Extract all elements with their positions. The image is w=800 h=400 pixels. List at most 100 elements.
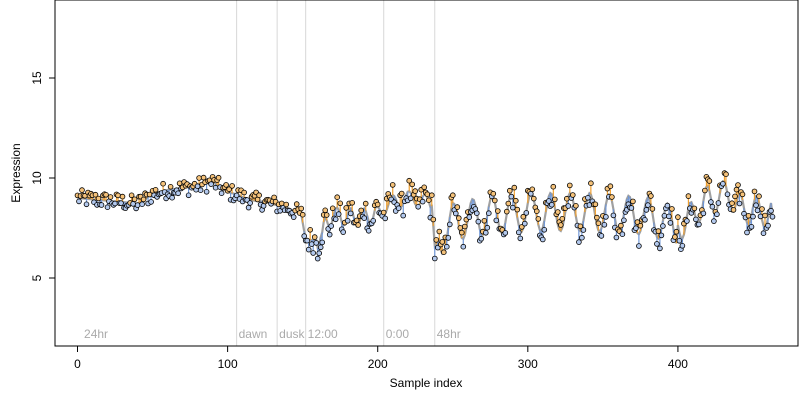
data-point-156 bbox=[308, 241, 315, 247]
annotation-label-5: 48hr bbox=[437, 327, 461, 341]
data-point-332 bbox=[573, 203, 579, 209]
data-point-221 bbox=[406, 177, 413, 184]
data-point-103 bbox=[229, 183, 235, 189]
data-point-327 bbox=[565, 203, 572, 209]
data-point-307 bbox=[535, 216, 542, 222]
data-point-37 bbox=[130, 201, 136, 207]
data-point-292 bbox=[512, 197, 519, 204]
data-point-328 bbox=[566, 182, 573, 189]
data-point-67 bbox=[175, 190, 181, 197]
data-point-289 bbox=[508, 193, 515, 200]
data-point-399 bbox=[673, 228, 680, 235]
data-point-191 bbox=[361, 215, 368, 221]
data-point-241 bbox=[436, 228, 443, 235]
data-point-162 bbox=[317, 244, 324, 251]
data-point-458 bbox=[762, 212, 768, 219]
data-point-400 bbox=[675, 214, 681, 220]
data-point-62 bbox=[167, 184, 174, 190]
data-point-153 bbox=[304, 237, 311, 244]
data-point-246 bbox=[443, 243, 450, 250]
x-tick-label-3: 300 bbox=[518, 357, 538, 371]
data-point-424 bbox=[711, 218, 717, 224]
data-point-121 bbox=[256, 192, 262, 199]
data-point-320 bbox=[554, 209, 561, 215]
data-point-274 bbox=[485, 210, 492, 217]
data-point-180 bbox=[344, 218, 351, 224]
data-point-310 bbox=[539, 236, 546, 243]
data-point-92 bbox=[212, 184, 219, 191]
data-point-352 bbox=[603, 214, 609, 220]
data-point-159 bbox=[313, 240, 320, 246]
annotation-vlines bbox=[236, 0, 436, 346]
x-tick-label-1: 100 bbox=[218, 357, 238, 371]
data-point-29 bbox=[118, 200, 124, 206]
data-point-86 bbox=[203, 189, 210, 195]
data-point-14 bbox=[95, 195, 102, 202]
data-point-369 bbox=[628, 205, 635, 211]
data-point-38 bbox=[131, 196, 138, 203]
data-point-394 bbox=[666, 213, 672, 220]
data-point-436 bbox=[729, 200, 735, 207]
data-point-417 bbox=[700, 210, 707, 217]
data-point-146 bbox=[293, 201, 300, 207]
data-point-355 bbox=[607, 183, 614, 190]
data-point-27 bbox=[115, 192, 121, 199]
data-point-374 bbox=[636, 243, 642, 249]
data-point-177 bbox=[340, 229, 347, 235]
data-point-155 bbox=[307, 227, 314, 233]
data-point-390 bbox=[660, 223, 666, 229]
data-points bbox=[74, 170, 776, 262]
x-tick-label-4: 400 bbox=[668, 357, 688, 371]
data-point-197 bbox=[370, 218, 377, 224]
data-point-294 bbox=[515, 229, 522, 236]
data-point-396 bbox=[669, 206, 675, 212]
data-point-314 bbox=[545, 198, 552, 204]
data-point-63 bbox=[169, 194, 175, 201]
data-point-460 bbox=[765, 222, 771, 229]
data-point-441 bbox=[736, 200, 743, 207]
data-point-175 bbox=[337, 200, 344, 207]
data-point-169 bbox=[328, 223, 335, 229]
data-point-200 bbox=[374, 201, 381, 208]
data-point-335 bbox=[577, 223, 584, 230]
data-point-111 bbox=[241, 189, 247, 196]
data-point-375 bbox=[637, 222, 644, 229]
data-point-291 bbox=[511, 184, 518, 191]
data-point-52 bbox=[152, 187, 159, 193]
annotation-label-4: 0:00 bbox=[386, 327, 410, 341]
data-point-238 bbox=[431, 255, 438, 262]
data-point-421 bbox=[706, 178, 713, 184]
data-point-189 bbox=[358, 207, 365, 214]
data-point-57 bbox=[160, 180, 166, 187]
data-point-157 bbox=[310, 250, 317, 256]
data-point-403 bbox=[679, 243, 686, 249]
data-point-258 bbox=[461, 223, 468, 230]
data-point-462 bbox=[768, 207, 774, 214]
data-point-297 bbox=[520, 213, 527, 220]
data-point-383 bbox=[649, 206, 656, 212]
data-point-179 bbox=[343, 205, 350, 211]
data-point-154 bbox=[305, 246, 312, 253]
data-point-389 bbox=[658, 232, 665, 239]
data-point-22 bbox=[107, 194, 114, 200]
data-point-279 bbox=[493, 217, 500, 224]
data-point-217 bbox=[400, 212, 407, 219]
data-point-285 bbox=[502, 230, 509, 236]
data-point-406 bbox=[684, 218, 690, 224]
data-point-293 bbox=[514, 206, 521, 213]
data-point-351 bbox=[601, 222, 608, 228]
annotation-labels: 24hr dawn dusk 12:00 0:00 48hr bbox=[84, 327, 461, 341]
data-point-253 bbox=[454, 204, 461, 210]
data-point-44 bbox=[140, 196, 147, 203]
data-point-174 bbox=[335, 211, 342, 217]
data-point-317 bbox=[550, 183, 557, 190]
data-point-318 bbox=[551, 196, 558, 203]
data-point-391 bbox=[661, 213, 668, 219]
data-point-342 bbox=[588, 180, 594, 187]
data-point-430 bbox=[720, 181, 726, 187]
data-point-454 bbox=[756, 193, 762, 200]
data-point-139 bbox=[283, 201, 290, 208]
data-point-457 bbox=[760, 230, 767, 237]
data-point-205 bbox=[382, 215, 389, 222]
